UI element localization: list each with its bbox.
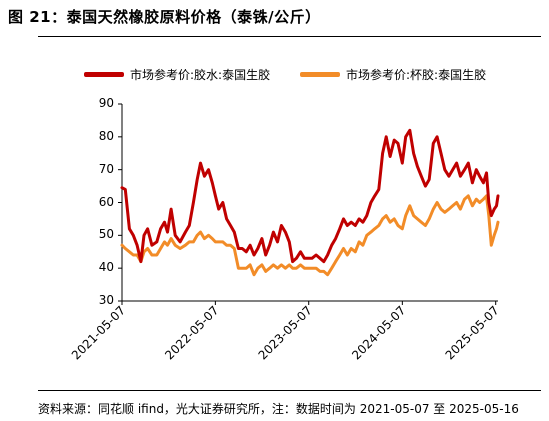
- legend-item-cup-lump: 市场参考价:杯胶:泰国生胶: [300, 66, 486, 83]
- legend-swatch-cup-lump: [300, 72, 340, 77]
- series-line-latex: [120, 128, 500, 264]
- source-divider: [38, 390, 541, 391]
- legend-item-latex: 市场参考价:胶水:泰国生胶: [84, 66, 270, 83]
- legend: 市场参考价:胶水:泰国生胶 市场参考价:杯胶:泰国生胶: [0, 66, 549, 86]
- y-tick-label: 50: [98, 227, 114, 242]
- y-tick-label: 40: [98, 260, 114, 275]
- y-tick-label: 30: [98, 293, 114, 307]
- x-tick-label: 2022-05-07: [162, 303, 221, 362]
- x-tick-label: 2025-05-07: [443, 303, 502, 362]
- x-tick-label: 2023-05-07: [256, 303, 315, 362]
- chart-title: 图 21：泰国天然橡胶原料价格（泰铢/公斤）: [8, 8, 321, 26]
- series-line-cup-lump: [120, 194, 500, 277]
- legend-swatch-latex: [84, 72, 124, 77]
- x-tick-label: 2024-05-07: [349, 303, 408, 362]
- y-tick-label: 80: [98, 128, 114, 143]
- source-note: 资料来源：同花顺 ifind，光大证券研究所，注：数据时间为 2021-05-0…: [38, 402, 519, 416]
- x-tick-label: 2021-05-07: [69, 303, 128, 362]
- legend-label-latex: 市场参考价:胶水:泰国生胶: [130, 68, 271, 82]
- legend-label-cup-lump: 市场参考价:杯胶:泰国生胶: [346, 68, 487, 82]
- title-divider: [38, 36, 541, 37]
- y-tick-label: 60: [98, 194, 114, 209]
- y-tick-label: 90: [98, 96, 114, 110]
- y-tick-label: 70: [98, 161, 114, 176]
